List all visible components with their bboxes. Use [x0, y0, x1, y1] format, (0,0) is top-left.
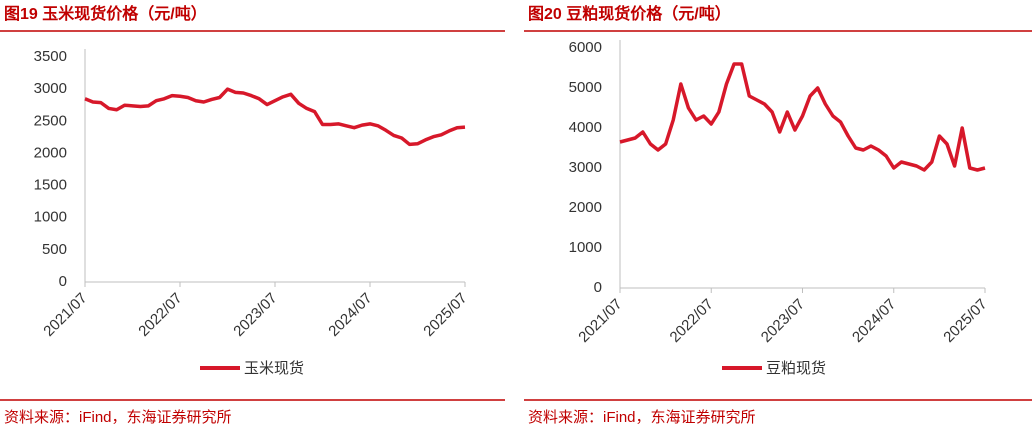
y-tick-label: 3000: [34, 80, 67, 97]
source: 资料来源：iFind，东海证券研究所: [4, 409, 232, 426]
legend-label: 玉米现货: [244, 360, 304, 377]
y-tick-label: 6000: [569, 39, 602, 56]
x-tick-label: 2025/07: [420, 290, 470, 340]
x-tick-label: 2022/07: [667, 296, 717, 346]
y-tick-label: 1000: [569, 239, 602, 256]
y-tick-label: 2500: [34, 112, 67, 129]
y-tick-label: 2000: [34, 144, 67, 161]
x-tick-label: 2023/07: [230, 290, 280, 340]
source: 资料来源：iFind，东海证券研究所: [528, 409, 756, 426]
y-tick-label: 1500: [34, 177, 67, 194]
y-tick-label: 500: [42, 241, 67, 258]
chart-title: 图20 豆粕现货价格（元/吨）: [528, 4, 731, 23]
x-tick-label: 2025/07: [940, 296, 990, 346]
x-tick-label: 2023/07: [758, 296, 808, 346]
x-tick-label: 2024/07: [849, 296, 899, 346]
y-tick-label: 0: [594, 279, 602, 296]
y-tick-label: 3500: [34, 48, 67, 65]
legend-label: 豆粕现货: [766, 360, 826, 377]
x-tick-label: 2024/07: [325, 290, 375, 340]
y-tick-label: 2000: [569, 199, 602, 216]
x-tick-label: 2022/07: [135, 290, 185, 340]
x-tick-label: 2021/07: [40, 290, 90, 340]
data-line: [619, 62, 986, 172]
data-line: [84, 87, 466, 147]
y-tick-label: 3000: [569, 159, 602, 176]
y-tick-label: 5000: [569, 79, 602, 96]
y-tick-label: 4000: [569, 119, 602, 136]
y-tick-label: 0: [59, 273, 67, 290]
chart-title: 图19 玉米现货价格（元/吨）: [4, 4, 207, 23]
x-tick-label: 2021/07: [575, 296, 625, 346]
y-tick-label: 1000: [34, 209, 67, 226]
